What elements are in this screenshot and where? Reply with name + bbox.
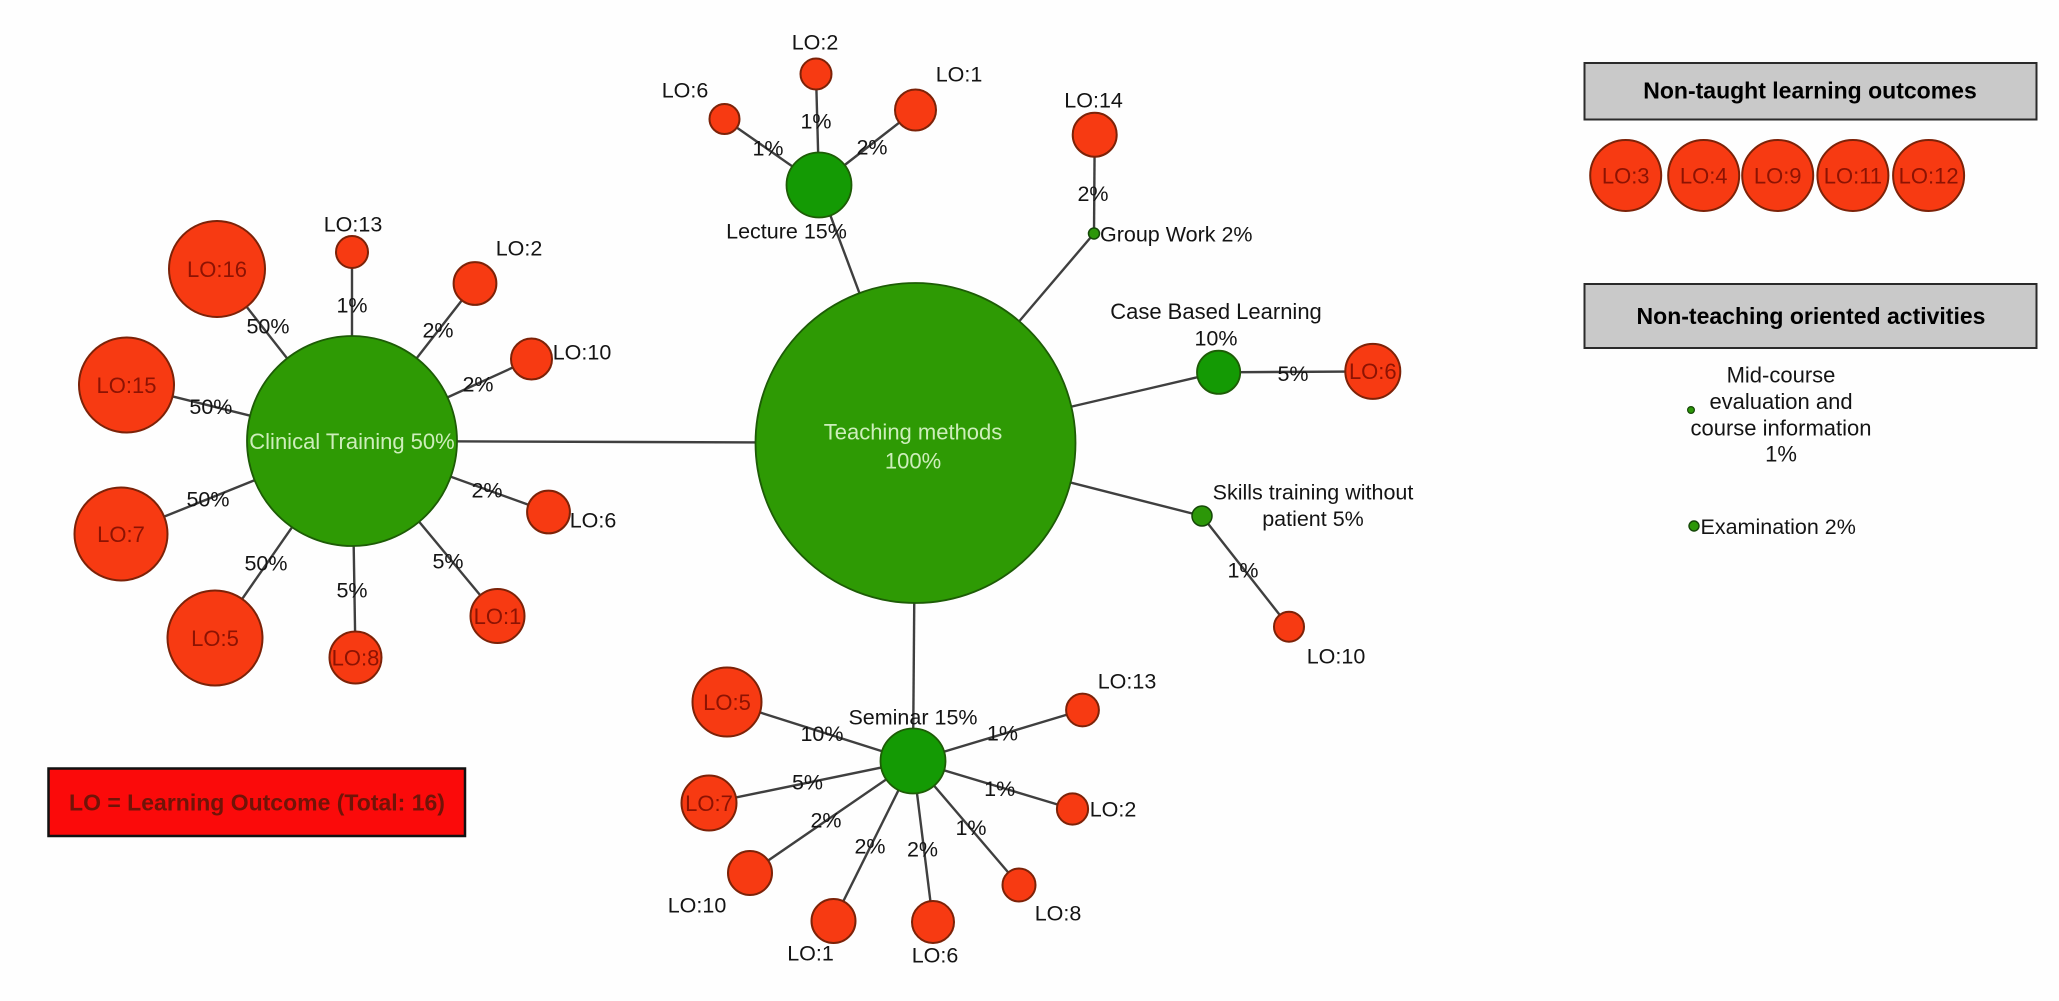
svg-text:LO:2: LO:2 — [496, 237, 543, 261]
svg-text:LO:13: LO:13 — [1098, 670, 1157, 694]
svg-text:LO:3: LO:3 — [1602, 163, 1650, 188]
svg-text:LO:16: LO:16 — [187, 257, 247, 282]
svg-text:Mid-course: Mid-course — [1727, 363, 1836, 388]
svg-text:100%: 100% — [885, 448, 941, 473]
svg-text:1%: 1% — [1765, 442, 1797, 467]
svg-text:1%: 1% — [955, 816, 986, 840]
svg-text:LO:8: LO:8 — [332, 645, 380, 670]
svg-text:1%: 1% — [800, 110, 831, 134]
svg-text:Clinical Training 50%: Clinical Training 50% — [249, 429, 454, 454]
svg-text:2%: 2% — [854, 835, 885, 859]
svg-text:5%: 5% — [792, 771, 823, 795]
svg-text:1%: 1% — [336, 294, 367, 318]
svg-text:patient 5%: patient 5% — [1262, 507, 1364, 531]
svg-text:2%: 2% — [1077, 182, 1108, 206]
svg-text:Skills training without: Skills training without — [1213, 481, 1414, 505]
svg-text:LO:2: LO:2 — [1090, 798, 1137, 822]
svg-text:10%: 10% — [1194, 327, 1237, 351]
svg-text:LO:9: LO:9 — [1754, 163, 1802, 188]
svg-text:LO:6: LO:6 — [1349, 359, 1397, 384]
svg-text:LO:10: LO:10 — [553, 341, 612, 365]
svg-text:1%: 1% — [987, 722, 1018, 746]
svg-text:course information: course information — [1691, 416, 1872, 441]
svg-text:LO:11: LO:11 — [1824, 163, 1882, 188]
svg-text:50%: 50% — [244, 552, 287, 576]
svg-text:Teaching methods: Teaching methods — [824, 419, 1003, 444]
svg-text:LO:8: LO:8 — [1035, 902, 1082, 926]
svg-text:LO:14: LO:14 — [1064, 89, 1123, 113]
svg-text:5%: 5% — [336, 579, 367, 603]
svg-text:Seminar 15%: Seminar 15% — [848, 706, 977, 730]
svg-text:10%: 10% — [800, 722, 843, 746]
svg-text:LO:6: LO:6 — [912, 944, 959, 968]
svg-text:LO:15: LO:15 — [97, 373, 157, 398]
svg-text:LO:10: LO:10 — [1307, 645, 1366, 669]
svg-text:evaluation and: evaluation and — [1709, 389, 1852, 414]
svg-text:LO:5: LO:5 — [191, 626, 239, 651]
svg-text:LO:7: LO:7 — [97, 522, 145, 547]
svg-text:LO:6: LO:6 — [662, 79, 709, 103]
svg-text:50%: 50% — [189, 395, 232, 419]
svg-text:LO:12: LO:12 — [1899, 163, 1959, 188]
svg-text:LO:1: LO:1 — [936, 63, 983, 87]
svg-text:2%: 2% — [907, 838, 938, 862]
svg-text:LO:5: LO:5 — [703, 690, 751, 715]
svg-text:LO:1: LO:1 — [787, 942, 834, 966]
svg-text:Non-teaching oriented activiti: Non-teaching oriented activities — [1637, 303, 1986, 329]
svg-text:5%: 5% — [1277, 362, 1308, 386]
svg-text:Examination 2%: Examination 2% — [1701, 515, 1856, 539]
svg-text:2%: 2% — [471, 479, 502, 503]
svg-text:50%: 50% — [246, 315, 289, 339]
svg-text:LO:10: LO:10 — [668, 894, 727, 918]
svg-text:2%: 2% — [856, 136, 887, 160]
svg-text:LO = Learning Outcome (Total:: LO = Learning Outcome (Total: 16) — [69, 790, 445, 816]
svg-text:LO:7: LO:7 — [685, 791, 733, 816]
svg-text:Lecture 15%: Lecture 15% — [726, 220, 847, 244]
svg-text:5%: 5% — [432, 550, 463, 574]
svg-text:50%: 50% — [186, 488, 229, 512]
svg-text:Non-taught learning outcomes: Non-taught learning outcomes — [1643, 78, 1977, 104]
svg-text:2%: 2% — [810, 809, 841, 833]
svg-text:Group Work 2%: Group Work 2% — [1100, 223, 1253, 247]
svg-text:LO:1: LO:1 — [474, 604, 522, 629]
svg-text:LO:4: LO:4 — [1680, 163, 1728, 188]
svg-text:1%: 1% — [984, 777, 1015, 801]
svg-text:LO:13: LO:13 — [324, 213, 383, 237]
svg-text:LO:6: LO:6 — [570, 509, 617, 533]
svg-text:Case Based Learning: Case Based Learning — [1110, 299, 1322, 324]
svg-text:2%: 2% — [462, 373, 493, 397]
svg-text:1%: 1% — [1227, 559, 1258, 583]
svg-text:1%: 1% — [752, 137, 783, 161]
svg-text:2%: 2% — [422, 319, 453, 343]
svg-text:LO:2: LO:2 — [792, 31, 839, 55]
